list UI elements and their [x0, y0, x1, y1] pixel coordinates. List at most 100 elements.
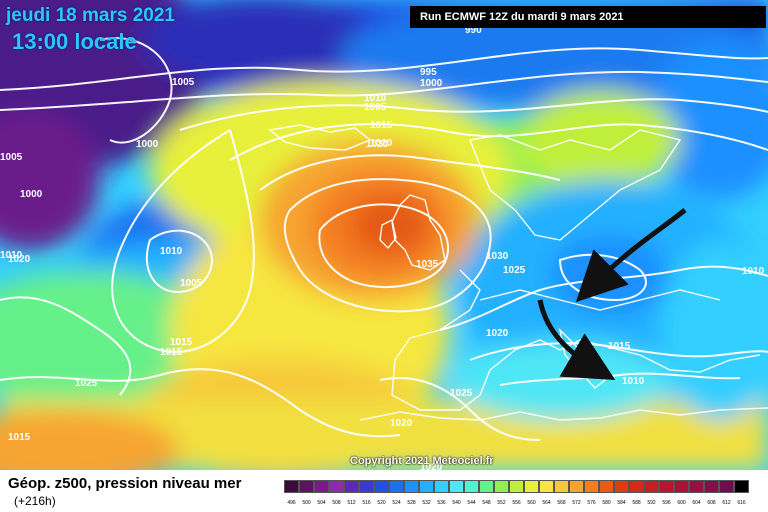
forecast-time: 13:00 locale	[12, 29, 137, 54]
footer: Géop. z500, pression niveau mer (+216h) …	[0, 470, 768, 512]
scale-label: 552	[497, 500, 506, 506]
pressure-label: 1005	[0, 152, 23, 163]
scale-label: 524	[392, 500, 401, 506]
scale-label: 608	[707, 500, 716, 506]
scale-label: 604	[692, 500, 701, 506]
scale-swatch	[359, 480, 374, 493]
scale-swatch	[344, 480, 359, 493]
scale-swatch	[704, 480, 719, 493]
pressure-label: 1015	[170, 337, 193, 348]
scale-label: 576	[587, 500, 596, 506]
scale-swatch	[299, 480, 314, 493]
color-scale	[284, 480, 749, 493]
pressure-label: 1010	[0, 250, 23, 261]
pressure-label: 1020	[420, 462, 443, 470]
pressure-label: 1010	[622, 376, 645, 387]
scale-label: 540	[452, 500, 461, 506]
arrow-icon	[537, 299, 616, 381]
scale-swatch	[629, 480, 644, 493]
scale-label: 580	[602, 500, 611, 506]
pressure-label: 1025	[75, 378, 98, 389]
scale-swatch	[644, 480, 659, 493]
pressure-label: 1020	[486, 328, 509, 339]
scale-label: 528	[407, 500, 416, 506]
scale-swatch	[689, 480, 704, 493]
pressure-label: 1005	[364, 102, 387, 113]
product-title: Géop. z500, pression niveau mer	[8, 475, 242, 492]
scale-swatch	[494, 480, 509, 493]
scale-label: 560	[527, 500, 536, 506]
pressure-label: 1005	[172, 77, 195, 88]
pressure-label: 1015	[8, 432, 31, 443]
pressure-label: 1010	[160, 246, 183, 257]
pressure-label: 1010	[364, 93, 387, 104]
pressure-label: 1000	[420, 78, 443, 89]
pressure-label: 990	[465, 25, 482, 36]
scale-label: 584	[617, 500, 626, 506]
scale-label: 548	[482, 500, 491, 506]
scale-label: 572	[572, 500, 581, 506]
scale-swatch	[569, 480, 584, 493]
pressure-label: 1020	[8, 254, 31, 265]
scale-label: 508	[332, 500, 341, 506]
scale-swatch	[314, 480, 329, 493]
forecast-date: jeudi 18 mars 2021	[6, 5, 175, 26]
scale-swatch	[584, 480, 599, 493]
scale-label: 544	[467, 500, 476, 506]
color-scale-labels: 496 500 504 508 512 516 520 524 528 532 536 540 544 5…	[284, 500, 749, 506]
scale-label: 600	[677, 500, 686, 506]
pressure-label: 1015	[160, 347, 183, 358]
scale-swatch	[719, 480, 734, 493]
scale-swatch	[404, 480, 419, 493]
scale-swatch	[479, 480, 494, 493]
pressure-label: 1030	[486, 251, 509, 262]
pressure-label: 1000	[20, 189, 43, 200]
scale-label: 512	[347, 500, 356, 506]
pressure-label: 995	[420, 67, 437, 78]
scale-swatch	[599, 480, 614, 493]
scale-label: 496	[287, 500, 296, 506]
scale-swatch	[734, 480, 749, 493]
arrow-icon	[575, 208, 687, 303]
scale-swatch	[389, 480, 404, 493]
pressure-label: 1020	[370, 138, 393, 149]
pressure-label: 1005	[180, 278, 203, 289]
pressure-label: 1025	[450, 388, 473, 399]
scale-swatch	[284, 480, 299, 493]
scale-swatch	[434, 480, 449, 493]
scale-label: 612	[722, 500, 731, 506]
pressure-label: 1035	[416, 259, 439, 270]
scale-label: 532	[422, 500, 431, 506]
pressure-label: 1000	[136, 139, 159, 150]
lead-time: (+216h)	[14, 494, 56, 508]
pressure-label: 1010	[742, 266, 765, 277]
scale-label: 500	[302, 500, 311, 506]
scale-swatch	[659, 480, 674, 493]
pressure-label: 1020	[390, 418, 413, 429]
scale-label: 520	[377, 500, 386, 506]
weather-map: 990 995 1000 1005 1010 1015 1020 1000 10…	[0, 0, 768, 470]
scale-swatch	[509, 480, 524, 493]
scale-swatch	[329, 480, 344, 493]
scale-swatch	[449, 480, 464, 493]
scale-swatch	[374, 480, 389, 493]
scale-label: 516	[362, 500, 371, 506]
scale-label: 596	[662, 500, 671, 506]
copyright-text: Copyright 2021 Meteociel.fr	[350, 455, 494, 467]
scale-label: 536	[437, 500, 446, 506]
scale-label: 616	[737, 500, 746, 506]
scale-label: 592	[647, 500, 656, 506]
scale-label: 504	[317, 500, 326, 506]
pressure-label: 1015	[608, 341, 631, 352]
scale-label: 556	[512, 500, 521, 506]
scale-label: 588	[632, 500, 641, 506]
scale-swatch	[539, 480, 554, 493]
scale-label: 568	[557, 500, 566, 506]
scale-label: 564	[542, 500, 551, 506]
scale-swatch	[524, 480, 539, 493]
scale-swatch	[674, 480, 689, 493]
scale-swatch	[614, 480, 629, 493]
pressure-label: 1015	[370, 120, 393, 131]
scale-swatch	[419, 480, 434, 493]
scale-swatch	[554, 480, 569, 493]
